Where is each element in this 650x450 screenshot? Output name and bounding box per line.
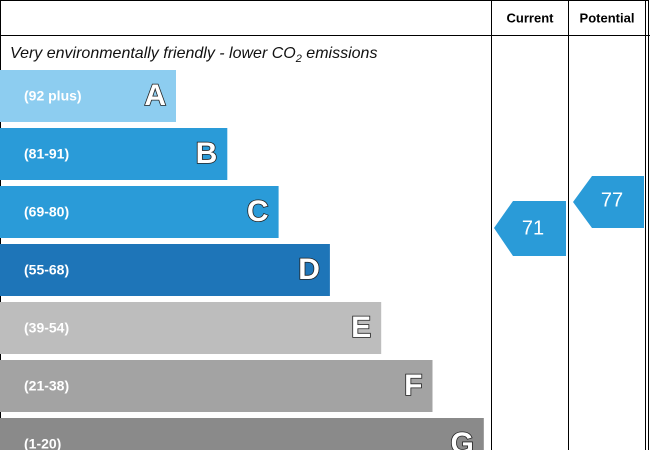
band-range: (21-38) [24,378,69,394]
band-bar [0,186,279,238]
band-range: (69-80) [24,204,69,220]
potential-arrow: 77 [573,176,644,228]
band-letter: E [351,311,371,344]
subtitle-text: emissions [302,45,378,62]
band-range: (39-54) [24,320,69,336]
current-header: Current [507,10,555,25]
current-marker [494,201,566,256]
band-letter: C [247,195,269,228]
potential-header: Potential [580,10,635,25]
band-letter: B [196,137,218,170]
band-bar [0,302,382,354]
band-bar [0,70,176,122]
subtitle-subscript: 2 [295,53,302,65]
band-range: (81-91) [24,146,69,162]
current-value: 71 [522,217,544,239]
band-bar [0,128,228,180]
potential-marker [573,176,644,228]
band-letter: F [404,369,422,402]
subtitle: Very environmentally friendly - lower CO… [10,45,377,65]
band-bar [0,418,484,450]
band-letter: D [298,253,320,286]
band-letter: G [450,427,473,450]
band-range: (55-68) [24,262,69,278]
band-letter: A [144,79,166,112]
current-arrow: 71 [494,201,566,256]
band-range: (92 plus) [24,88,82,104]
band-bar [0,244,330,296]
potential-value: 77 [601,189,623,211]
band-range: (1-20) [24,436,61,450]
band-bar [0,360,433,412]
subtitle-text: Very environmentally friendly - lower CO [10,45,296,62]
